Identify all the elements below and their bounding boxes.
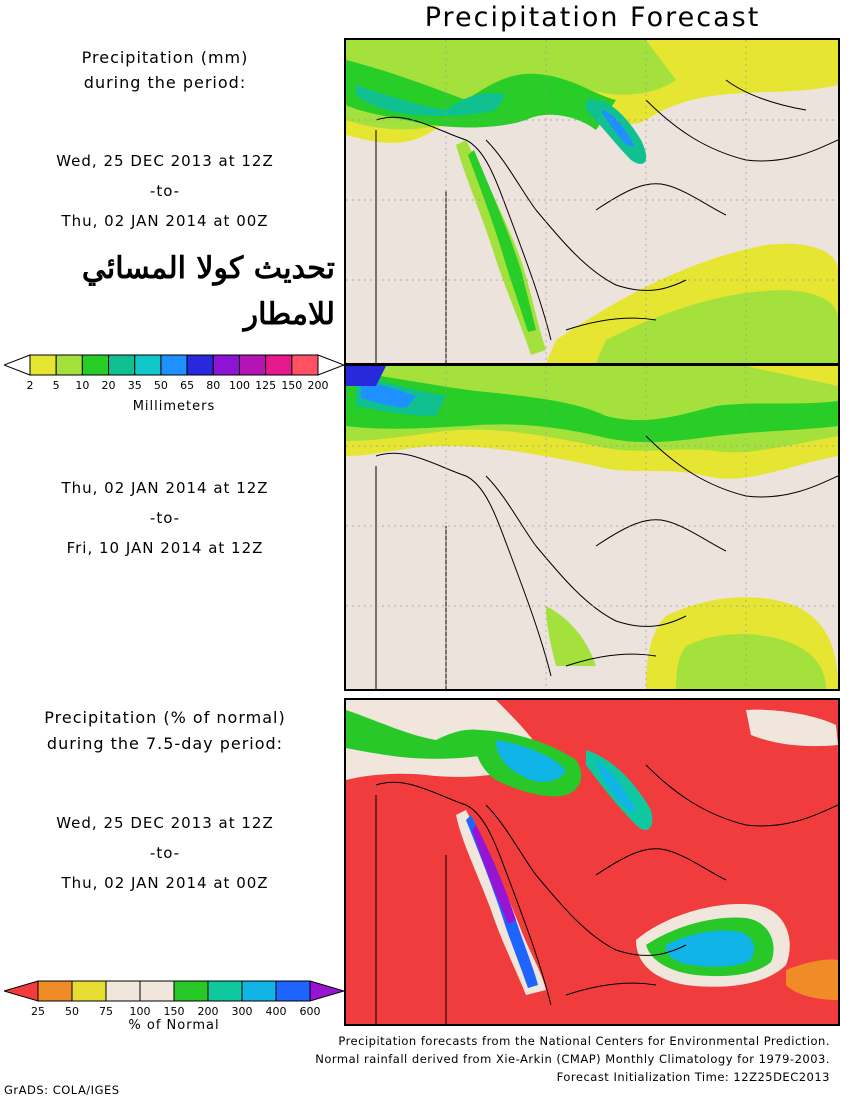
colorbar-tick-label: 50 <box>65 1005 79 1018</box>
colorbar-tick-label: 200 <box>197 1005 219 1018</box>
colorbar-tick-label: 150 <box>281 379 303 392</box>
map-panel-week2-precip <box>344 364 840 691</box>
colorbar-tick-label: 125 <box>255 379 277 392</box>
panel1-to-word: -to- <box>149 182 181 200</box>
colorbar-tick-label: 100 <box>129 1005 151 1018</box>
colorbar-tick-label: 25 <box>31 1005 45 1018</box>
colorbar-segment <box>275 980 311 1002</box>
colorbar-tick-label: 200 <box>307 379 329 392</box>
panel2-to: Fri, 10 JAN 2014 at 12Z <box>66 539 264 557</box>
colorbar-percent-ticks: 25 50 75 100 150 200 300 400 600 <box>4 1005 344 1019</box>
colorbar-segment <box>71 980 107 1002</box>
chart-title: Precipitation Forecast <box>424 2 761 33</box>
panel3-from: Wed, 25 DEC 2013 at 12Z <box>56 814 274 832</box>
colorbar-tick-label: 50 <box>153 379 168 392</box>
colorbar-segment <box>241 980 277 1002</box>
colorbar-tick-label: 10 <box>75 379 90 392</box>
colorbar-tick-label: 300 <box>231 1005 253 1018</box>
colorbar-percent <box>2 980 346 1002</box>
colorbar-tick-label: 150 <box>163 1005 185 1018</box>
credits-line2: Normal rainfall derived from Xie-Arkin (… <box>315 1052 830 1066</box>
panel3-to: Thu, 02 JAN 2014 at 00Z <box>61 874 269 892</box>
colorbar-segment <box>29 354 57 376</box>
colorbar-tick-label: 400 <box>265 1005 287 1018</box>
colorbar-tick-label: 35 <box>127 379 142 392</box>
colorbar-segment <box>160 354 188 376</box>
colorbar-segment <box>37 980 73 1002</box>
colorbar-right-arrow <box>317 354 346 376</box>
arabic-overlay-line1: تحديث كولا المسائي <box>81 251 335 286</box>
colorbar-segment <box>173 980 209 1002</box>
map-panel-week1-precip <box>344 38 840 365</box>
map-panel-percent-normal <box>344 698 840 1026</box>
panel1-heading-line1: Precipitation (mm) <box>81 48 249 67</box>
colorbar-left-arrow <box>2 980 39 1002</box>
colorbar-segment <box>134 354 162 376</box>
credits-line3: Forecast Initialization Time: 12Z25DEC20… <box>556 1070 830 1084</box>
colorbar-tick-label: 65 <box>180 379 195 392</box>
panel1-from: Wed, 25 DEC 2013 at 12Z <box>56 152 274 170</box>
colorbar-tick-label: 600 <box>299 1005 321 1018</box>
colorbar-segment <box>291 354 319 376</box>
panel3-heading-line1: Precipitation (% of normal) <box>44 708 286 727</box>
colorbar-segment <box>265 354 293 376</box>
colorbar-tick-label: 2 <box>26 379 34 392</box>
colorbar-millimeters <box>2 354 346 376</box>
colorbar-millimeters-ticks: 2 5 10 20 35 50 65 80 100 125 150 200 <box>4 379 344 393</box>
panel2-to-word: -to- <box>149 509 181 527</box>
colorbar-tick-label: 75 <box>99 1005 113 1018</box>
software-credit: GrADS: COLA/IGES <box>4 1083 120 1097</box>
colorbar-tick-label: 20 <box>101 379 116 392</box>
panel3-to-word: -to- <box>149 844 181 862</box>
colorbar-segment <box>139 980 175 1002</box>
colorbar-millimeters-label: Millimeters <box>132 399 216 414</box>
colorbar-segment <box>55 354 83 376</box>
colorbar-segment <box>238 354 267 376</box>
panel2-from: Thu, 02 JAN 2014 at 12Z <box>61 479 269 497</box>
credits: Precipitation forecasts from the Nationa… <box>315 1032 830 1086</box>
credits-line1: Precipitation forecasts from the Nationa… <box>338 1034 830 1048</box>
colorbar-segment <box>207 980 243 1002</box>
colorbar-tick-label: 100 <box>228 379 250 392</box>
colorbar-segment <box>212 354 240 376</box>
panel1-heading-line2: during the period: <box>83 73 247 92</box>
colorbar-segment <box>186 354 214 376</box>
colorbar-left-arrow <box>2 354 31 376</box>
colorbar-right-arrow <box>309 980 346 1002</box>
colorbar-percent-label: % of Normal <box>128 1018 220 1033</box>
colorbar-segment <box>105 980 141 1002</box>
panel3-heading-line2: during the 7.5-day period: <box>46 734 284 753</box>
colorbar-segment <box>81 354 110 376</box>
panel1-to: Thu, 02 JAN 2014 at 00Z <box>61 212 269 230</box>
arabic-overlay-line2: للامطار <box>243 297 335 332</box>
colorbar-segment <box>108 354 136 376</box>
colorbar-tick-label: 80 <box>206 379 221 392</box>
colorbar-tick-label: 5 <box>52 379 60 392</box>
